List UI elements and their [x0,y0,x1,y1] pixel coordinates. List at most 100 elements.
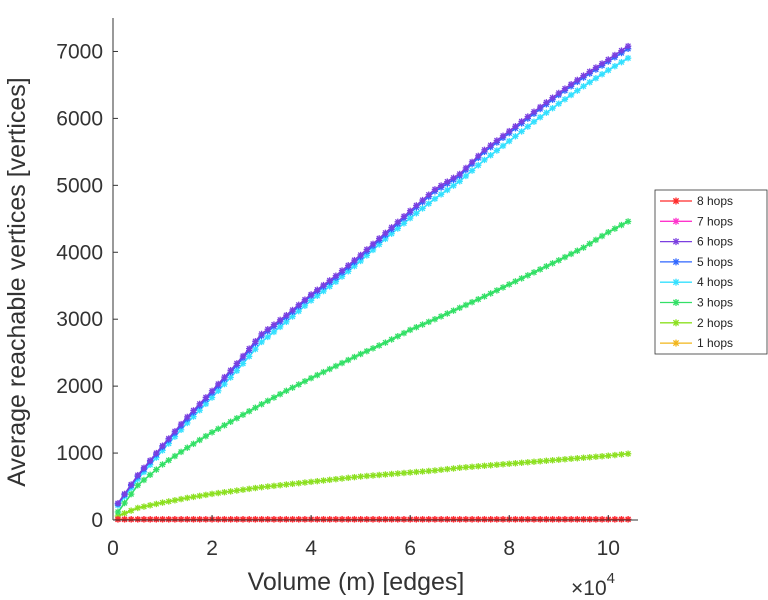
data-point [345,262,352,269]
x-tick-label: 0 [107,537,119,560]
data-point [611,516,619,523]
data-point [444,465,451,473]
data-point [326,516,333,523]
data-point [184,516,191,523]
data-point [140,476,148,484]
data-point [586,68,593,75]
data-point [114,508,122,516]
data-point [512,123,519,130]
data-point [134,471,141,479]
data-point [146,502,154,509]
data-point [202,516,210,523]
legend-label: 3 hops [697,296,733,310]
data-point [127,516,135,523]
data-point [314,477,321,485]
data-point [264,326,271,333]
data-point [338,475,346,482]
data-point [543,109,550,116]
data-point [227,367,234,374]
legend-item-2-hops: 2 hops [660,316,733,330]
data-point [543,263,550,270]
data-point [382,229,389,237]
data-point [351,473,358,481]
data-point [555,456,562,463]
data-point [239,486,247,493]
data-point [351,516,358,523]
data-point [301,516,309,523]
data-point [227,488,234,495]
data-point [413,210,420,217]
data-point [221,373,228,381]
data-point [184,413,191,421]
data-point [202,394,210,401]
data-point [450,465,457,472]
data-point [159,516,166,523]
data-point [462,164,470,172]
data-point [227,374,234,381]
data-point [536,103,544,111]
legend-item-7-hops: 7 hops [660,214,733,228]
data-point [618,516,625,523]
data-point [493,461,501,468]
data-point [555,100,562,107]
y-axis-title: Average reachable vertices [vertices] [3,77,31,486]
data-point [320,368,327,376]
data-point [153,466,160,473]
x-tick-label: 2 [206,537,218,560]
data-point [252,338,259,345]
data-point [413,202,420,209]
data-point [481,146,488,154]
data-point [239,360,247,367]
data-point [345,474,352,482]
data-point [121,516,128,523]
data-point [530,458,538,465]
x-tick-label: 8 [503,537,515,560]
data-point [431,195,439,202]
data-point [227,418,234,425]
data-point [475,296,482,303]
data-point [171,452,179,460]
data-point [202,400,210,408]
series-line-6-hops [117,45,629,504]
data-point [196,400,203,408]
data-point [289,384,296,391]
data-point [462,172,470,180]
data-point [512,516,519,523]
data-point [295,479,302,487]
data-point [506,127,513,135]
data-point [481,293,488,300]
data-point [388,336,395,343]
data-point [400,329,408,337]
data-point [611,51,619,59]
data-point [574,516,581,523]
data-point [512,133,519,140]
data-point [524,272,531,279]
data-point [233,360,241,367]
data-point [493,137,501,144]
data-point [567,91,575,99]
data-point [468,516,476,523]
data-point [580,244,587,251]
series-line-2-hops [117,452,629,517]
data-point [127,490,135,498]
data-point [468,298,476,306]
data-point [134,516,141,523]
data-point [320,516,327,523]
data-point [413,516,420,523]
data-point [425,318,432,326]
data-point [462,464,470,471]
data-point [140,516,148,523]
data-point [171,497,179,504]
data-point [530,118,538,125]
data-point [332,516,340,523]
data-point [307,478,315,486]
data-point [611,62,619,70]
data-point [518,516,525,523]
data-point [301,296,309,303]
data-point [295,301,302,309]
legend-box [654,189,768,355]
data-point [400,516,408,523]
data-point [345,356,352,364]
data-point [605,67,612,74]
data-point [357,350,364,358]
